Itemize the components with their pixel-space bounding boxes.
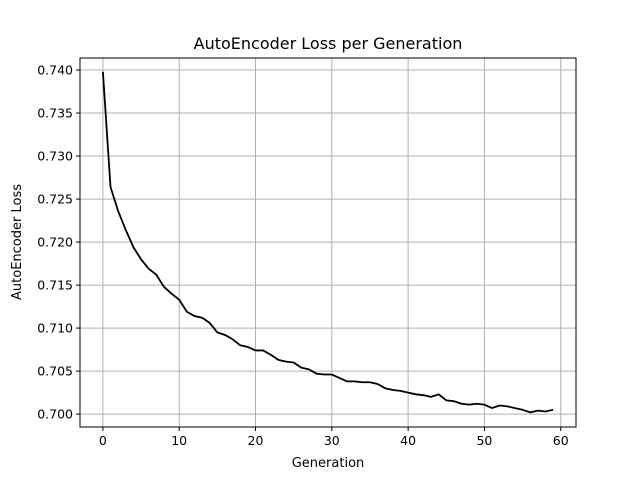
y-axis-label: AutoEncoder Loss xyxy=(10,184,25,300)
x-axis-label: Generation xyxy=(292,456,365,471)
y-tick-label: 0.730 xyxy=(37,149,73,164)
y-tick-label: 0.725 xyxy=(37,192,73,207)
axis-ticks: 0 10 20 30 40 50 60 0.700 0.705 0.710 0.715 0.720 0.… xyxy=(37,63,569,448)
y-tick-label: 0.715 xyxy=(37,278,73,293)
chart-title: AutoEncoder Loss per Generation xyxy=(194,34,463,53)
loss-series-line xyxy=(101,71,554,414)
y-tick-label: 0.700 xyxy=(37,407,73,422)
y-tick-label: 0.705 xyxy=(37,364,73,379)
x-tick-label: 20 xyxy=(248,433,264,448)
x-tick-label: 0 xyxy=(99,433,107,448)
y-tick-label: 0.720 xyxy=(37,235,73,250)
x-tick-label: 30 xyxy=(324,433,340,448)
x-tick-label: 40 xyxy=(400,433,416,448)
y-tick-label: 0.710 xyxy=(37,321,73,336)
x-tick-label: 60 xyxy=(553,433,569,448)
x-tick-label: 10 xyxy=(171,433,187,448)
series-layer xyxy=(101,71,554,414)
y-tick-label: 0.740 xyxy=(37,63,73,78)
y-tick-label: 0.735 xyxy=(37,106,73,121)
x-tick-label: 50 xyxy=(476,433,492,448)
grid xyxy=(80,58,576,427)
